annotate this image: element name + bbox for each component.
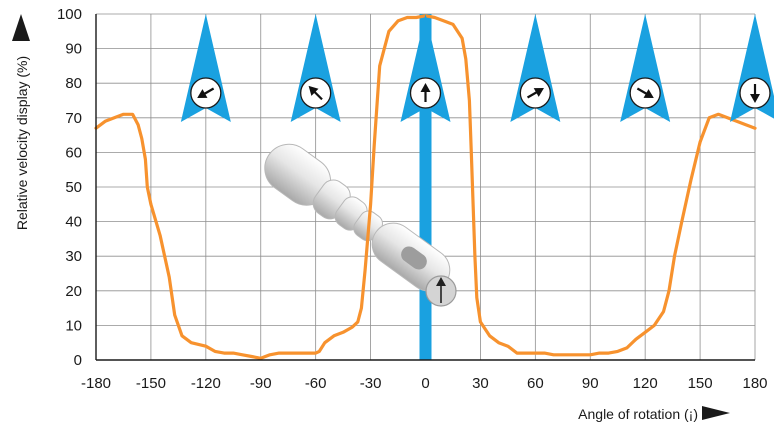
arrow-up-right-icon bbox=[526, 88, 544, 99]
y-tick-label-1: 10 bbox=[65, 317, 82, 334]
probe-window bbox=[401, 246, 427, 270]
probe-marker-1 bbox=[290, 14, 341, 122]
x-tick-label-3: -90 bbox=[250, 375, 272, 392]
x-tick-label-12: 180 bbox=[742, 375, 767, 392]
probe-tip bbox=[425, 275, 457, 307]
y-tick-label-8: 80 bbox=[65, 75, 82, 92]
x-tick-label-4: -60 bbox=[305, 375, 327, 392]
x-axis-arrow-icon bbox=[702, 406, 730, 420]
arrow-up-left-icon bbox=[308, 85, 323, 101]
arrow-down-icon bbox=[750, 84, 760, 103]
y-tick-label-10: 100 bbox=[57, 6, 82, 23]
x-tick-label-2: -120 bbox=[191, 375, 221, 392]
y-axis-label: Relative velocity display (%) bbox=[14, 56, 30, 230]
x-tick-label-8: 60 bbox=[527, 375, 544, 392]
arrow-down-left-icon bbox=[197, 87, 215, 98]
arrow-down-right-icon bbox=[636, 87, 654, 98]
axes bbox=[95, 14, 755, 361]
x-tick-label-7: 30 bbox=[472, 375, 489, 392]
y-tick-label-2: 20 bbox=[65, 283, 82, 300]
x-tick-label-10: 120 bbox=[633, 375, 658, 392]
x-tick-label-5: -30 bbox=[360, 375, 382, 392]
tick-labels: -180 -150 -120 -90 -60 -30 0 30 60 90 120 150 180 0 10… bbox=[57, 6, 768, 392]
y-tick-label-9: 90 bbox=[65, 41, 82, 58]
series-line-0 bbox=[94, 14, 757, 360]
probe-marker-5 bbox=[730, 14, 774, 122]
x-axis-label: Angle of rotation (¡) bbox=[578, 406, 698, 422]
arrow-up-icon bbox=[420, 83, 431, 102]
series-layer bbox=[94, 14, 757, 360]
probe-marker-4 bbox=[620, 14, 671, 122]
y-tick-label-4: 40 bbox=[65, 214, 82, 231]
x-tick-label-11: 150 bbox=[688, 375, 713, 392]
probe-illustration bbox=[264, 143, 457, 307]
probe-marker-2 bbox=[400, 14, 451, 122]
x-tick-label-9: 90 bbox=[582, 375, 599, 392]
probe-markers bbox=[180, 14, 774, 122]
probe-marker-3 bbox=[510, 14, 561, 122]
y-axis-arrow-icon bbox=[12, 14, 30, 41]
probe-marker-0 bbox=[180, 14, 231, 122]
y-tick-label-3: 30 bbox=[65, 248, 82, 265]
x-tick-label-6: 0 bbox=[421, 375, 429, 392]
y-tick-label-5: 50 bbox=[65, 179, 82, 196]
y-tick-label-6: 60 bbox=[65, 144, 82, 161]
y-tick-label-0: 0 bbox=[74, 352, 82, 369]
x-tick-label-0: -180 bbox=[81, 375, 111, 392]
x-tick-label-1: -150 bbox=[136, 375, 166, 392]
y-tick-label-7: 70 bbox=[65, 110, 82, 127]
